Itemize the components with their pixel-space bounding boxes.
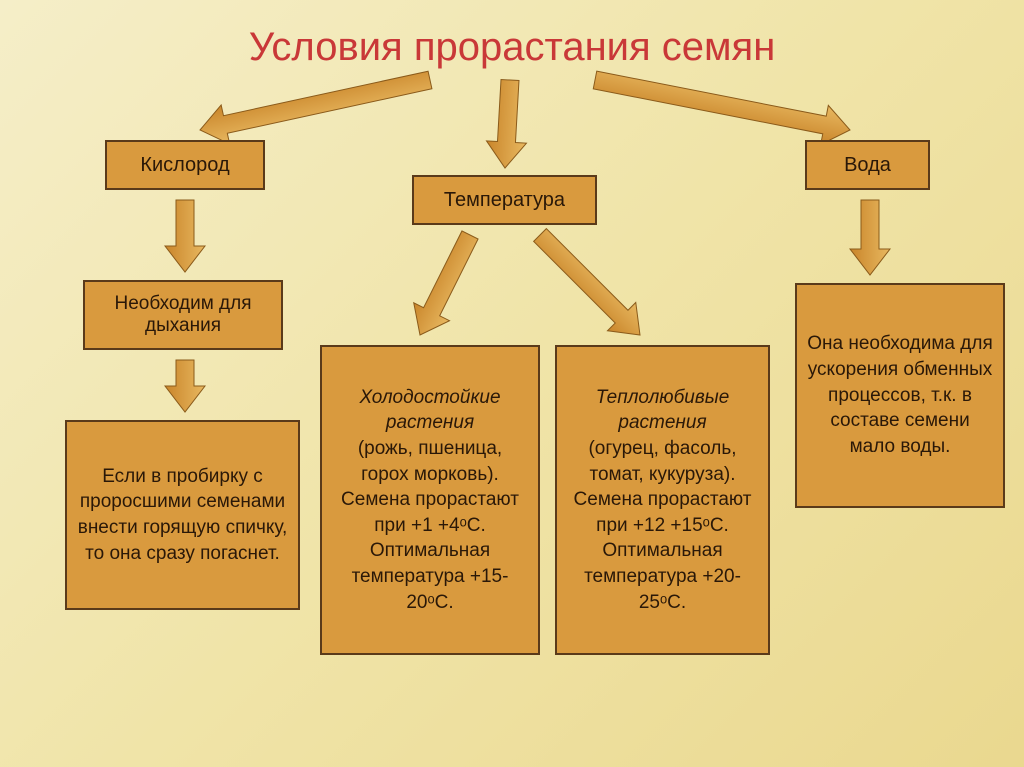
node-cold-plants: Холодостойкие растения (рожь, пшеница, г… (320, 345, 540, 655)
node-water: Вода (805, 140, 930, 190)
node-oxygen-need: Необходим для дыхания (83, 280, 283, 350)
node-water-detail: Она необходима для ускорения обменных пр… (795, 283, 1005, 508)
node-water-detail-label: Она необходима для ускорения обменных пр… (807, 331, 993, 459)
node-water-label: Вода (844, 154, 891, 177)
node-warm-plants-normal: (огурец, фасоль, томат, кукуруза). Семен… (567, 436, 758, 615)
node-temperature: Температура (412, 175, 597, 225)
node-oxygen-detail-label: Если в пробирку с проросшими семенами вн… (77, 464, 288, 567)
node-oxygen-label: Кислород (140, 154, 229, 177)
node-oxygen: Кислород (105, 140, 265, 190)
node-warm-plants-italic: Теплолюбивые растения (567, 385, 758, 436)
node-cold-plants-italic: Холодостойкие растения (332, 385, 528, 436)
node-temperature-label: Температура (444, 189, 565, 212)
node-warm-plants: Теплолюбивые растения (огурец, фасоль, т… (555, 345, 770, 655)
node-oxygen-detail: Если в пробирку с проросшими семенами вн… (65, 420, 300, 610)
node-cold-plants-normal: (рожь, пшеница, горох морковь). Семена п… (332, 436, 528, 615)
node-oxygen-need-label: Необходим для дыхания (99, 293, 267, 337)
